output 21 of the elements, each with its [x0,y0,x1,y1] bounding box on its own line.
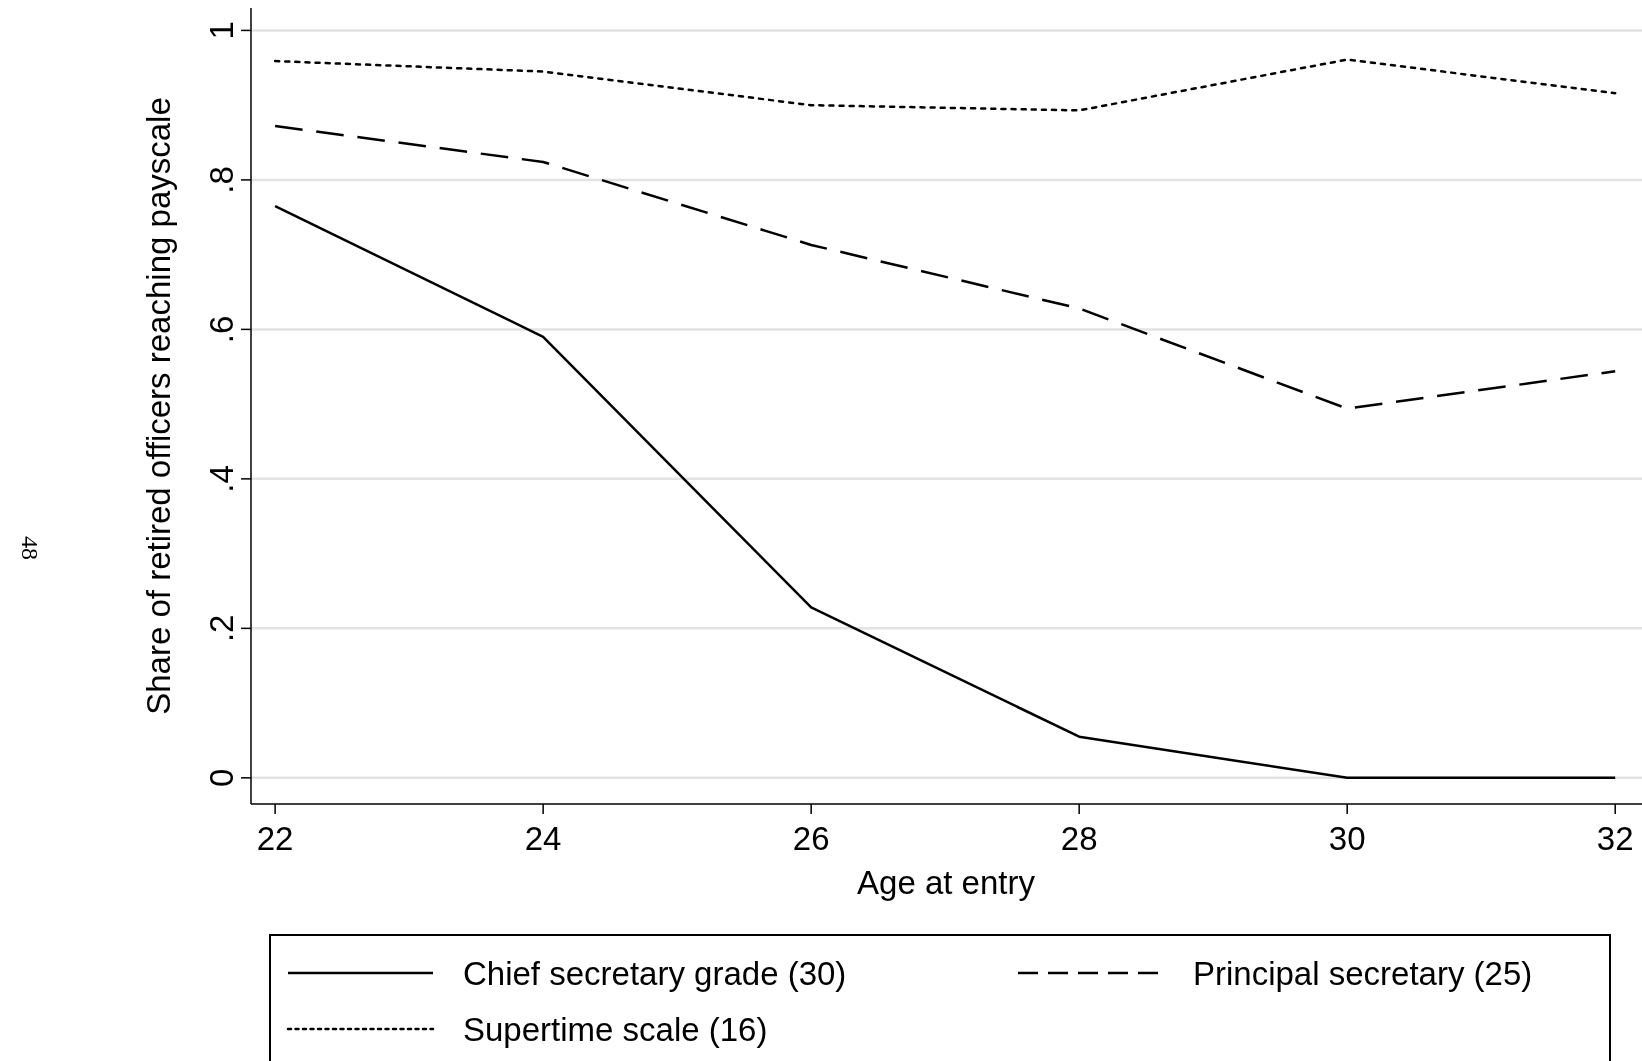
y-tick-label: .8 [203,166,240,194]
y-axis-title: Share of retired officers reaching payscale [140,97,177,715]
legend-label: Supertime scale (16) [463,1011,768,1048]
x-tick-label: 24 [524,820,562,857]
y-tick-label: .6 [203,315,240,344]
x-tick-label: 22 [256,820,294,857]
line-series [273,124,1617,410]
x-axis-title: Age at entry [857,864,1036,901]
x-tick-label: 28 [1060,820,1098,857]
y-tick-label: .2 [203,614,240,643]
y-tick-label: 0 [203,768,240,788]
line-series [273,204,1617,780]
line-series [273,58,1617,112]
y-tick-label: 1 [203,21,240,40]
legend-label: Principal secretary (25) [1193,955,1533,992]
legend-label: Chief secretary grade (30) [463,955,847,992]
x-tick-label: 32 [1596,820,1634,857]
text: 48 [17,536,43,560]
x-tick-label: 26 [792,820,830,857]
y-tick-label: .4 [203,465,240,493]
x-tick-label: 30 [1328,820,1366,857]
